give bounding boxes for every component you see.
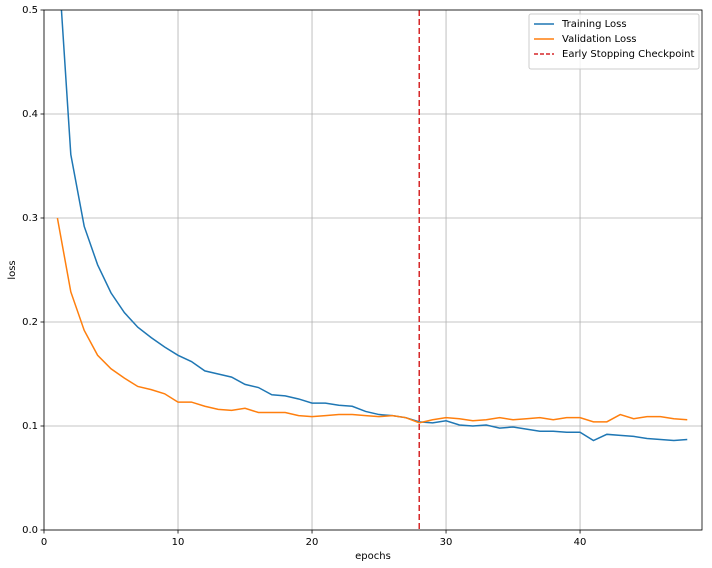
y-tick-label: 0.1 — [22, 421, 38, 432]
legend-label: Validation Loss — [562, 34, 637, 45]
legend-label: Training Loss — [561, 19, 627, 30]
x-tick-label: 30 — [440, 537, 453, 548]
legend-label: Early Stopping Checkpoint — [562, 49, 695, 60]
line-series — [60, 10, 688, 442]
x-axis-label: epochs — [355, 551, 391, 562]
plot-area — [56, 10, 688, 530]
y-tick-label: 0.0 — [22, 525, 38, 536]
y-tick-label: 0.3 — [22, 213, 38, 224]
x-tick-label: 0 — [41, 537, 47, 548]
x-tick-label: 20 — [306, 537, 319, 548]
axes-frame — [43, 9, 703, 531]
y-tick-label: 0.2 — [22, 317, 38, 328]
line-series — [56, 217, 688, 424]
y-tick-label: 0.5 — [22, 5, 38, 16]
y-axis-label: loss — [7, 260, 18, 279]
x-tick-label: 40 — [574, 537, 587, 548]
x-tick-label: 10 — [172, 537, 185, 548]
y-tick-label: 0.4 — [22, 109, 38, 120]
legend-box — [528, 13, 700, 70]
